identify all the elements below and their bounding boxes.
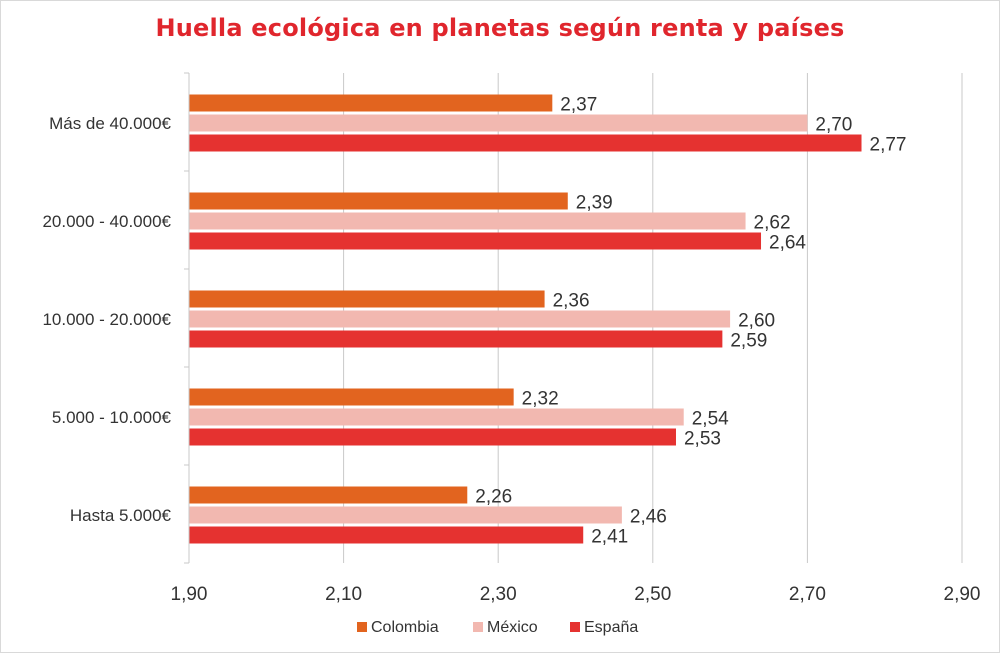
bar (189, 486, 468, 504)
y-category-label: 20.000 - 40.000€ (42, 212, 171, 231)
data-label: 2,53 (684, 429, 721, 450)
data-label: 2,77 (870, 135, 907, 156)
bar (189, 526, 584, 544)
bar (189, 192, 568, 210)
y-category-label: 5.000 - 10.000€ (52, 408, 172, 427)
bar (189, 94, 553, 112)
data-label: 2,39 (576, 193, 613, 214)
x-tick-label: 2,70 (789, 584, 826, 605)
data-label: 2,36 (553, 291, 590, 312)
bar (189, 310, 731, 328)
x-tick-label: 2,30 (480, 584, 517, 605)
data-label: 2,37 (560, 95, 597, 116)
legend-label: España (584, 619, 638, 636)
data-label: 2,60 (738, 311, 775, 332)
x-tick-label: 2,90 (944, 584, 981, 605)
bar (189, 212, 746, 230)
bar (189, 134, 862, 152)
data-label: 2,54 (692, 409, 729, 430)
bar (189, 506, 622, 524)
data-label: 2,46 (630, 507, 667, 528)
data-label: 2,62 (754, 213, 791, 234)
bar (189, 408, 684, 426)
data-label: 2,70 (815, 115, 852, 136)
legend-label: México (487, 619, 538, 636)
bar (189, 232, 762, 250)
data-label: 2,26 (475, 487, 512, 508)
bar (189, 388, 514, 406)
x-tick-label: 2,50 (634, 584, 671, 605)
data-label: 2,41 (591, 527, 628, 548)
y-category-label: 10.000 - 20.000€ (42, 310, 171, 329)
bar (189, 428, 676, 446)
legend-swatch (473, 622, 483, 632)
data-label: 2,32 (522, 389, 559, 410)
legend-swatch (570, 622, 580, 632)
bar (189, 290, 545, 308)
chart-title: Huella ecológica en planetas según renta… (155, 14, 845, 42)
legend-label: Colombia (371, 619, 439, 636)
data-label: 2,64 (769, 233, 806, 254)
bar (189, 330, 723, 348)
x-tick-label: 2,10 (325, 584, 362, 605)
y-category-label: Hasta 5.000€ (70, 506, 172, 525)
data-label: 2,59 (730, 331, 767, 352)
x-tick-label: 1,90 (171, 584, 208, 605)
bar (189, 114, 808, 132)
legend-swatch (357, 622, 367, 632)
y-category-label: Más de 40.000€ (49, 114, 171, 133)
